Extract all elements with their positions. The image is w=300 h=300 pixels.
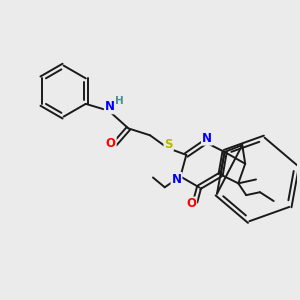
Text: O: O [106,136,116,150]
Text: H: H [115,96,124,106]
Text: S: S [164,138,173,151]
Text: N: N [105,100,115,113]
Text: O: O [186,197,196,211]
Text: N: N [202,132,212,145]
Text: N: N [172,173,182,186]
